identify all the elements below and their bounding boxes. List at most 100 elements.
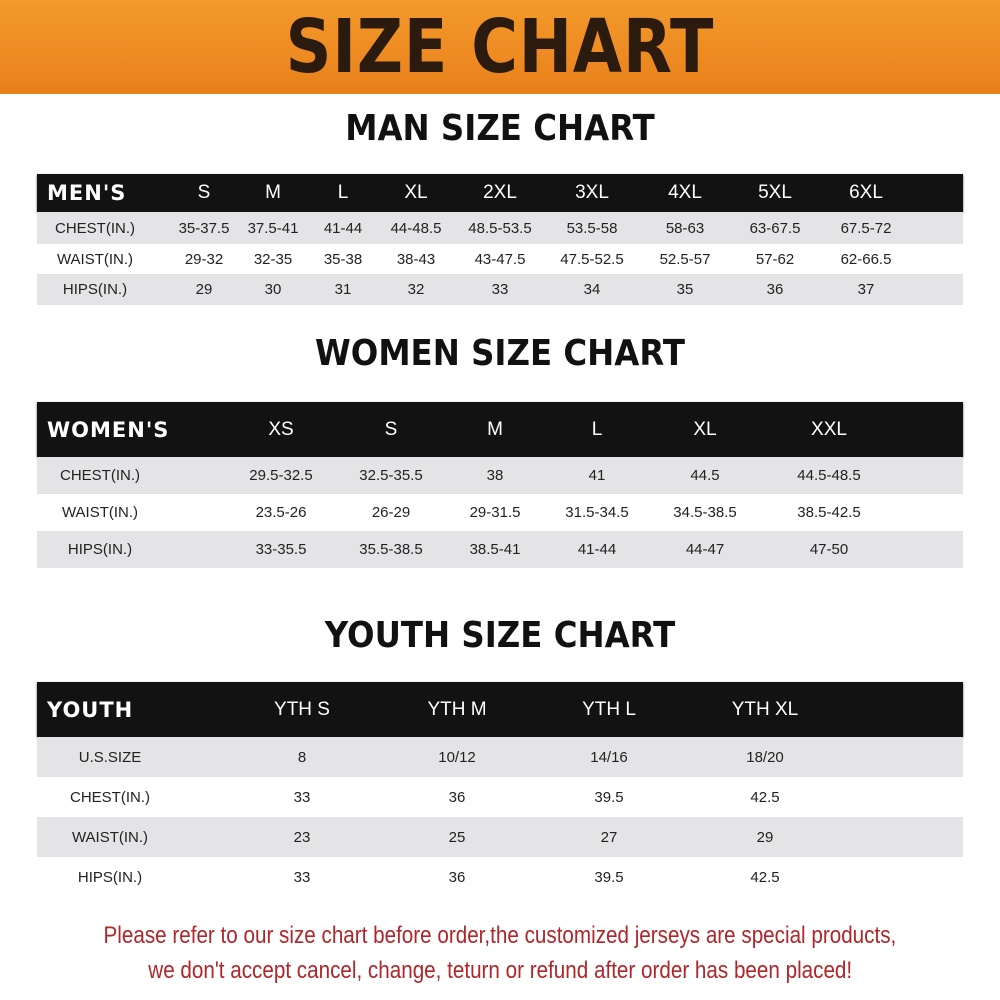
measurement-value: 63-67.5 [749,219,801,237]
measurement-value: 35 [676,281,694,298]
size-header: YTH M [427,698,487,720]
size-header: YTH L [582,698,636,720]
table-row: WAIST(IN.) 29-32 32-35 35-38 38-43 43-47.5 47.… [37,244,963,274]
title-banner: SIZE CHART [0,0,1000,94]
measurement-value: 43-47.5 [474,250,526,268]
size-header: YTH XL [731,698,799,720]
measurement-value: 29 [756,828,774,846]
page-title: SIZE CHART [285,4,715,90]
measurement-value: 10/12 [438,748,476,766]
measurement-label: CHEST(IN.) [55,219,135,237]
measurement-value: 34 [583,281,601,298]
size-header: L [337,182,349,203]
measurement-value: 53.5-58 [566,219,618,237]
measurement-value: 35.5-38.5 [359,541,423,558]
measurement-label: HIPS(IN.) [62,281,128,298]
header-row: WOMEN'S XS S M L XL XXL [37,402,963,457]
measurement-value: 37 [857,281,875,298]
measurement-value: 39.5 [594,788,624,806]
measurement-value: 29-31.5 [469,504,521,521]
measurement-value: 29 [195,281,213,298]
measurement-value: 23 [293,828,311,846]
measurement-value: 29-32 [184,250,224,268]
measurement-label: CHEST(IN.) [60,467,140,484]
measurement-value: 32-35 [253,250,293,268]
measurement-value: 31 [334,281,352,298]
measurement-value: 58-63 [665,219,705,237]
youth-size-table: YOUTH YTH S YTH M YTH L YTH XL U.S.SIZE 8 10/12… [37,682,963,897]
measurement-value: 39.5 [594,868,624,886]
measurement-value: 44-48.5 [390,219,442,237]
size-header: YTH S [274,698,330,720]
measurement-value: 35-37.5 [178,219,230,237]
measurement-value: 42.5 [750,788,780,806]
measurement-value: 38 [486,467,504,484]
measurement-value: 33 [293,868,311,886]
measurement-value: 38.5-41 [469,541,521,558]
women-size-table: WOMEN'S XS S M L XL XXL CHEST(IN.) 29.5-32.5 32.5… [37,402,963,568]
table-row: WAIST(IN.) 23 25 27 29 [37,817,963,857]
size-header: 6XL [849,182,883,203]
measurement-label: CHEST(IN.) [70,788,150,806]
size-header: 2XL [483,182,517,203]
size-header: S [384,418,398,440]
measurement-value: 32 [407,281,425,298]
size-header: XL [693,418,717,440]
measurement-value: 44.5-48.5 [797,467,861,484]
men-section-title: MAN SIZE CHART [345,108,655,149]
size-header: 5XL [758,182,792,203]
measurement-value: 62-66.5 [840,250,892,268]
measurement-value: 26-29 [371,504,411,521]
measurement-value: 44-47 [685,541,725,558]
men-size-table: MEN'S S M L XL 2XL 3XL 4XL 5XL 6XL CHEST(IN.) 35-37… [37,174,963,305]
table-heading: YOUTH [47,697,134,722]
measurement-value: 36 [448,788,466,806]
measurement-value: 33-35.5 [255,541,307,558]
measurement-value: 25 [448,828,466,846]
table-row: CHEST(IN.) 29.5-32.5 32.5-35.5 38 41 44.5 44.5… [37,457,963,494]
measurement-value: 29.5-32.5 [249,467,313,484]
measurement-value: 14/16 [590,748,628,766]
measurement-value: 30 [264,281,282,298]
notice-line-1: Please refer to our size chart before or… [103,922,897,949]
measurement-value: 38-43 [396,250,436,268]
measurement-value: 47.5-52.5 [560,250,624,268]
table-heading: MEN'S [47,181,127,205]
measurement-value: 18/20 [746,748,784,766]
measurement-label: WAIST(IN.) [61,504,139,521]
size-header: M [487,418,503,440]
measurement-value: 41 [588,467,606,484]
measurement-value: 35-38 [323,250,363,268]
measurement-value: 37.5-41 [247,219,299,237]
measurement-value: 36 [766,281,784,298]
women-section-title: WOMEN SIZE CHART [315,333,685,374]
size-header: L [591,418,603,440]
size-header: XXL [811,418,847,440]
table-heading: WOMEN'S [47,417,170,442]
measurement-value: 48.5-53.5 [468,219,532,237]
measurement-value: 38.5-42.5 [797,504,861,521]
youth-section-title: YOUTH SIZE CHART [324,615,676,656]
measurement-label: U.S.SIZE [78,748,142,766]
measurement-value: 23.5-26 [255,504,307,521]
measurement-label: WAIST(IN.) [71,828,149,846]
measurement-value: 41-44 [323,219,363,237]
measurement-value: 34.5-38.5 [673,504,737,521]
measurement-value: 27 [600,828,618,846]
measurement-value: 41-44 [577,541,617,558]
header-row: MEN'S S M L XL 2XL 3XL 4XL 5XL 6XL [37,174,963,212]
table-row: HIPS(IN.) 33 36 39.5 42.5 [37,857,963,897]
measurement-value: 67.5-72 [840,219,892,237]
measurement-label: HIPS(IN.) [77,868,143,886]
size-header: 4XL [668,182,702,203]
size-header: S [197,182,211,203]
measurement-value: 8 [297,748,307,766]
measurement-value: 42.5 [750,868,780,886]
table-row: U.S.SIZE 8 10/12 14/16 18/20 [37,737,963,777]
measurement-value: 31.5-34.5 [565,504,629,521]
measurement-label: WAIST(IN.) [56,250,134,268]
measurement-value: 33 [293,788,311,806]
measurement-value: 47-50 [809,541,849,558]
size-header: 3XL [575,182,609,203]
table-row: HIPS(IN.) 33-35.5 35.5-38.5 38.5-41 41-44 44-… [37,531,963,568]
